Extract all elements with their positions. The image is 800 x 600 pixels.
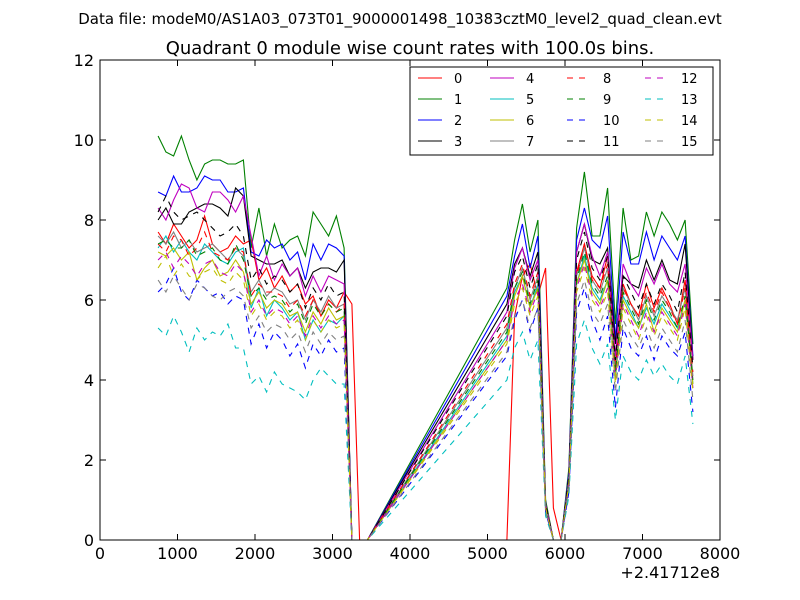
y-tick-label: 0 (84, 531, 94, 550)
legend-label-11: 11 (603, 135, 620, 150)
series-line-14 (157, 254, 694, 541)
legend-box (409, 66, 714, 156)
x-tick-label: 5000 (467, 544, 508, 563)
y-tick-label: 10 (74, 131, 94, 150)
axis-ticks: 0 1000 2000 3000 4000 5000 6000 7000 80000246810… (74, 51, 741, 563)
y-tick-label: 6 (84, 291, 94, 310)
chart-title: Quadrant 0 module wise count rates with … (166, 38, 655, 59)
legend-label-13: 13 (681, 93, 698, 108)
series-line-15 (157, 274, 694, 541)
y-tick-label: 8 (84, 211, 94, 230)
y-tick-label: 2 (84, 451, 94, 470)
x-tick-label: 1000 (157, 544, 198, 563)
x-tick-label: 8000 (700, 544, 741, 563)
legend-label-15: 15 (681, 135, 698, 150)
legend-label-1: 1 (454, 93, 462, 108)
legend-label-9: 9 (603, 93, 611, 108)
x-offset-label: +2.41712e8 (620, 563, 720, 582)
legend-label-3: 3 (454, 135, 462, 150)
y-tick-label: 4 (84, 371, 94, 390)
legend-label-5: 5 (526, 93, 534, 108)
legend-label-10: 10 (603, 114, 620, 129)
x-tick-label: 3000 (312, 544, 353, 563)
series-line-13 (157, 314, 694, 541)
y-tick-label: 12 (74, 51, 94, 70)
x-tick-label: 4000 (390, 544, 431, 563)
legend-label-2: 2 (454, 114, 462, 129)
series-line-10 (157, 266, 694, 541)
legend-label-8: 8 (603, 72, 611, 87)
data-file-label: Data file: modeM0/AS1A03_073T01_90000014… (78, 10, 722, 29)
x-tick-label: 7000 (622, 544, 663, 563)
legend-label-7: 7 (526, 135, 534, 150)
legend-label-12: 12 (681, 72, 698, 87)
legend-label-0: 0 (454, 72, 462, 87)
x-tick-label: 2000 (235, 544, 276, 563)
legend-label-4: 4 (526, 72, 534, 87)
legend-label-6: 6 (526, 114, 534, 129)
x-tick-label: 0 (95, 544, 105, 563)
x-tick-label: 6000 (545, 544, 586, 563)
legend-label-14: 14 (681, 114, 698, 129)
